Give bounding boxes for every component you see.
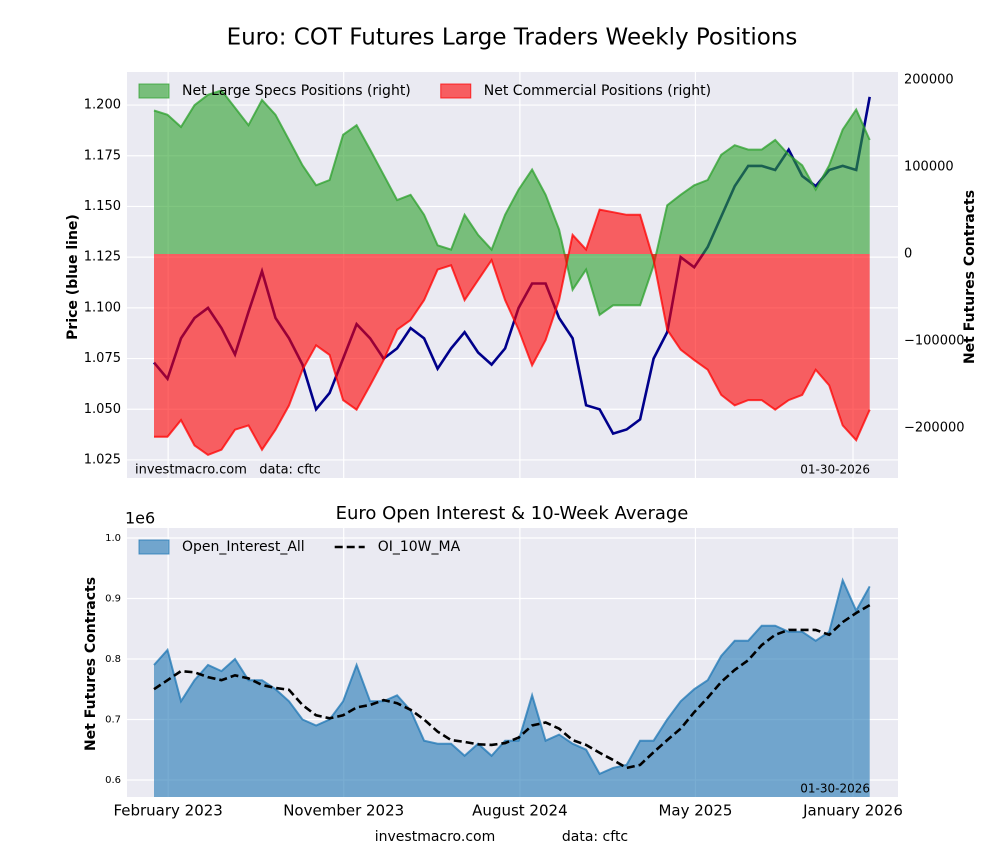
- chart-title: Euro: COT Futures Large Traders Weekly P…: [227, 25, 798, 51]
- date-label: 01-30-2026: [800, 782, 870, 796]
- offset-label: 1e6: [125, 509, 155, 528]
- x-tick-label: August 2024: [472, 802, 567, 820]
- legend-swatch: [440, 83, 472, 99]
- legend-swatch: [138, 539, 170, 555]
- y2-tick-label: −200000: [904, 420, 965, 435]
- y2-tick-label: −100000: [904, 333, 965, 348]
- area: [154, 209, 870, 455]
- area-edge: [153, 89, 871, 317]
- y-tick-label: 1.0: [105, 533, 121, 544]
- y-tick-label: 1.025: [84, 452, 121, 467]
- y2-tick-label: 200000: [904, 73, 954, 88]
- y-axis-label: Price (blue line): [65, 214, 81, 340]
- y-tick-label: 0.9: [105, 593, 121, 604]
- y2-axis-label: Net Futures Contracts: [962, 190, 978, 364]
- y-tick-label: 0.7: [105, 714, 121, 725]
- legend-label: Net Large Specs Positions (right): [182, 83, 411, 99]
- y-tick-label: 1.050: [84, 402, 121, 417]
- y-tick-label: 1.075: [84, 351, 121, 366]
- y-tick-label: 1.100: [84, 300, 121, 315]
- footer-data: data: cftc: [562, 829, 628, 845]
- source-note: investmacro.com data: cftc: [135, 463, 321, 478]
- legend-label: Net Commercial Positions (right): [484, 83, 711, 99]
- x-tick-label: November 2023: [283, 802, 404, 820]
- footer-source: investmacro.com: [375, 829, 495, 845]
- y2-tick-label: 100000: [904, 159, 954, 174]
- y-tick-label: 0.6: [105, 775, 121, 786]
- y-tick-label: 1.125: [84, 250, 121, 265]
- area-edge: [153, 577, 871, 776]
- x-tick-label: May 2025: [658, 802, 732, 820]
- legend-label: Open_Interest_All: [182, 539, 305, 555]
- y2-tick-label: 0: [904, 246, 912, 261]
- x-tick-label: February 2023: [113, 802, 222, 820]
- y-axis-label: Net Futures Contracts: [83, 577, 99, 751]
- x-tick-label: January 2026: [802, 802, 903, 820]
- y-tick-label: 1.175: [84, 148, 121, 163]
- date-label: 01-30-2026: [800, 463, 870, 477]
- legend-swatch: [138, 83, 170, 99]
- y-tick-label: 1.200: [84, 98, 121, 113]
- y-tick-label: 1.150: [84, 199, 121, 214]
- area-edge: [154, 208, 871, 457]
- legend-label: OI_10W_MA: [378, 539, 461, 555]
- chart-title: Euro Open Interest & 10-Week Average: [336, 503, 689, 524]
- y-tick-label: 0.8: [105, 654, 121, 665]
- area: [154, 580, 870, 797]
